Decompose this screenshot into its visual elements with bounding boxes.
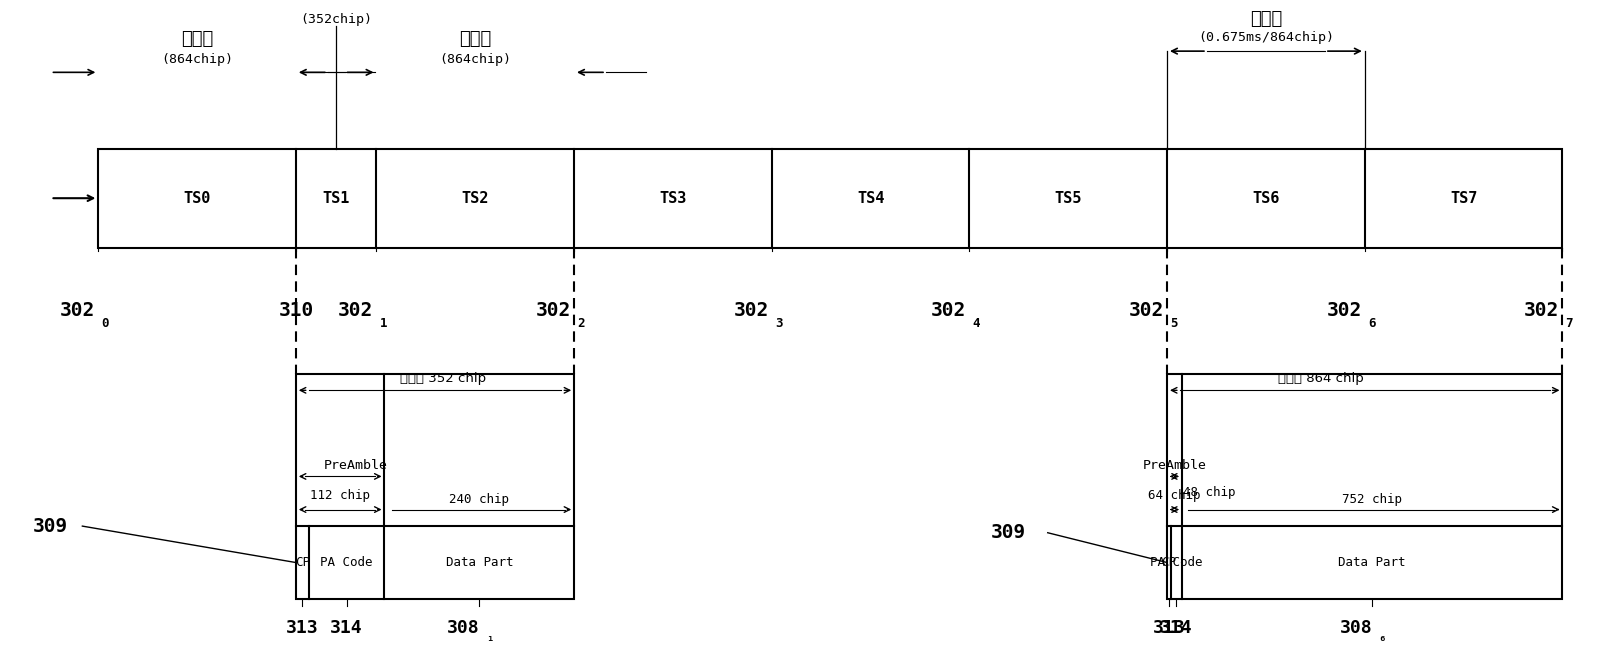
Text: 313: 313 <box>286 619 318 637</box>
Text: 短时隙 352 chip: 短时隙 352 chip <box>399 372 485 385</box>
Text: 长时隙: 长时隙 <box>1250 10 1282 28</box>
Text: PA Code: PA Code <box>1150 556 1203 569</box>
Text: 7: 7 <box>1565 317 1573 331</box>
Text: (864chip): (864chip) <box>439 53 511 65</box>
Text: ₁: ₁ <box>485 631 493 644</box>
Text: 5: 5 <box>1171 317 1177 331</box>
Text: PA Code: PA Code <box>321 556 372 569</box>
Text: 240 chip: 240 chip <box>449 492 509 506</box>
Text: 1: 1 <box>380 317 386 331</box>
Text: (352chip): (352chip) <box>300 13 372 26</box>
Bar <box>1167 374 1562 599</box>
Text: TS7: TS7 <box>1450 190 1477 206</box>
Text: CP: CP <box>295 556 310 569</box>
Text: 302: 302 <box>733 301 768 320</box>
Text: 314: 314 <box>1159 619 1193 637</box>
Text: 752 chip: 752 chip <box>1341 492 1402 506</box>
Text: 长时隙: 长时隙 <box>460 30 492 48</box>
Text: 309: 309 <box>990 523 1025 542</box>
Text: 302: 302 <box>1129 301 1164 320</box>
Text: 2: 2 <box>577 317 585 331</box>
Text: 302: 302 <box>59 301 96 320</box>
Text: CP: CP <box>1161 556 1177 569</box>
Text: TS1: TS1 <box>323 190 350 206</box>
Text: 48 chip: 48 chip <box>1183 486 1236 500</box>
Text: TS3: TS3 <box>660 190 687 206</box>
Text: 6: 6 <box>1369 317 1375 331</box>
Text: 313: 313 <box>1153 619 1185 637</box>
Text: 3: 3 <box>775 317 783 331</box>
Text: Data Part: Data Part <box>1338 556 1405 569</box>
Text: 0: 0 <box>102 317 109 331</box>
Text: ₆: ₆ <box>1378 631 1386 644</box>
Text: TS4: TS4 <box>858 190 885 206</box>
Text: 112 chip: 112 chip <box>310 488 371 502</box>
Text: 308: 308 <box>1340 619 1372 637</box>
Bar <box>295 374 573 599</box>
Text: TS5: TS5 <box>1054 190 1081 206</box>
Text: 长时隙: 长时隙 <box>180 30 214 48</box>
Text: 302: 302 <box>931 301 966 320</box>
Text: (864chip): (864chip) <box>161 53 233 65</box>
Text: 302: 302 <box>535 301 570 320</box>
Text: 309: 309 <box>34 516 69 536</box>
Text: PreAmble: PreAmble <box>1142 460 1206 472</box>
Text: PreAmble: PreAmble <box>324 460 388 472</box>
Text: TS2: TS2 <box>462 190 489 206</box>
Text: 4: 4 <box>973 317 981 331</box>
Text: TS6: TS6 <box>1252 190 1279 206</box>
Text: 长时隙 864 chip: 长时隙 864 chip <box>1279 372 1364 385</box>
Text: TS0: TS0 <box>184 190 211 206</box>
Text: 64 chip: 64 chip <box>1148 488 1201 502</box>
Text: 314: 314 <box>331 619 363 637</box>
Text: 308: 308 <box>447 619 479 637</box>
Text: (0.675ms/864chip): (0.675ms/864chip) <box>1198 31 1333 43</box>
Text: 302: 302 <box>1326 301 1362 320</box>
Text: 310: 310 <box>278 301 313 320</box>
Text: 302: 302 <box>1524 301 1559 320</box>
Bar <box>99 148 1562 248</box>
Text: 302: 302 <box>339 301 374 320</box>
Text: Data Part: Data Part <box>446 556 513 569</box>
